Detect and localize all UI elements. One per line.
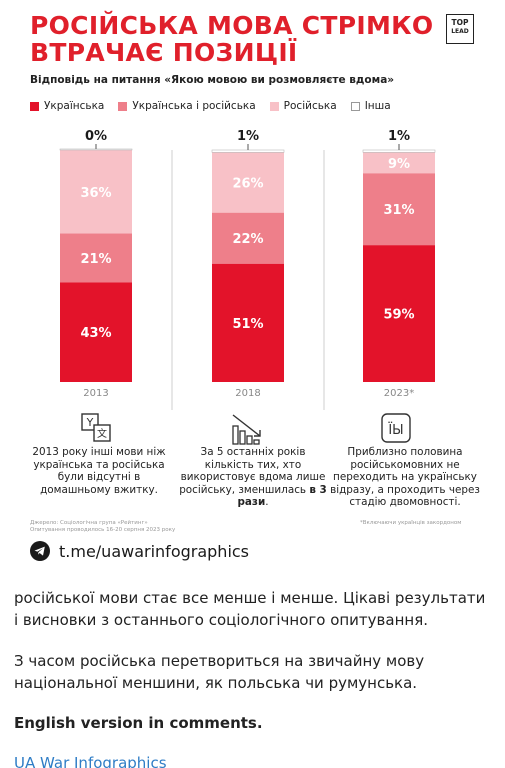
telegram-icon <box>30 541 50 561</box>
chart-legend: Українська Українська і російська Російс… <box>30 100 391 112</box>
bar-russian-2 <box>363 152 435 174</box>
bar-label-other-0: 0% <box>85 129 107 144</box>
note-bilingual-text: Приблизно половина російськомовних не пе… <box>330 446 480 508</box>
footnote: *Включаючи українців закордоном <box>360 520 462 526</box>
legend-label-other: Інша <box>364 100 391 112</box>
bar-ukrainian-2 <box>363 245 435 382</box>
bar-label-russian-0: 36% <box>80 186 111 201</box>
bar-label-russian-2: 9% <box>388 157 410 172</box>
bar-label-mixed-2: 31% <box>383 203 414 218</box>
bar-label-ukrainian-0: 43% <box>80 326 111 341</box>
bar-mixed-2 <box>363 173 435 246</box>
note-decline-text: За 5 останніх років кількість тих, хто в… <box>179 446 326 496</box>
bar-label-other-1: 1% <box>237 129 259 144</box>
source-note: Джерело: Соціологічна група «Рейтинг» Оп… <box>30 520 175 534</box>
bar-ukrainian-0 <box>60 282 132 382</box>
bar-label-ukrainian-2: 59% <box>383 308 414 323</box>
language-translate-icon: Y 文 <box>81 413 111 442</box>
chart-subtitle: Відповідь на питання «Якою мовою ви розм… <box>30 74 395 86</box>
legend-item-ukrainian: Українська <box>30 100 104 112</box>
svg-text:Y: Y <box>86 416 94 429</box>
infographic-card: РОСІЙСЬКА МОВА СТРІМКО ВТРАЧАЄ ПОЗИЦІЇ T… <box>26 11 480 561</box>
x-tick-label-2: 2023* <box>384 388 414 399</box>
logo-line-2: LEAD <box>451 28 469 35</box>
bar-other-2 <box>362 149 436 153</box>
bar-mixed-0 <box>60 233 132 283</box>
note-russian-decline: За 5 останніх років кількість тих, хто в… <box>178 446 328 509</box>
bar-russian-1 <box>212 152 284 213</box>
legend-label-russian: Російська <box>283 100 337 112</box>
legend-label-mixed: Українська і російська <box>132 100 256 112</box>
x-tick-label-0: 2013 <box>83 388 108 399</box>
note-decline-bold: в 3 рази <box>237 483 327 509</box>
declining-chart-icon <box>232 414 261 445</box>
note-decline-end: . <box>265 496 269 508</box>
stacked-bar-chart: 43% 21% 36% 0% 2013 51% 22% 26% 1% 2018 59% 31% 9% 1%… <box>59 129 436 410</box>
bar-label-ukrainian-1: 51% <box>232 317 263 332</box>
legend-item-mixed: Українська і російська <box>118 100 256 112</box>
note-bilingual-stage: Приблизно половина російськомовних не пе… <box>330 446 480 509</box>
bar-label-other-2: 1% <box>388 129 410 144</box>
source-line-2: Опитування проводилось 16-20 серпня 2023… <box>30 527 176 533</box>
note-2013: 2013 року інші мови ніж українська та ро… <box>26 446 172 496</box>
post-paragraph-1: російської мови стає все менше і менше. … <box>14 589 486 629</box>
bar-mixed-1 <box>212 212 284 264</box>
legend-swatch-mixed <box>118 101 128 111</box>
legend-label-ukrainian: Українська <box>44 100 105 112</box>
bar-other-0 <box>59 148 133 151</box>
cyrillic-letters-icon: ЇЫ <box>381 413 411 443</box>
telegram-link[interactable]: t.me/uawarinfographics <box>59 541 250 561</box>
post-paragraph-2: З часом російська перетвориться на звича… <box>14 652 425 692</box>
toplead-logo: TOP LEAD <box>446 14 474 44</box>
legend-swatch-other <box>350 101 360 111</box>
svg-text:文: 文 <box>97 427 107 440</box>
bar-label-russian-1: 26% <box>232 176 263 191</box>
post-paragraph-3: English version in comments. <box>14 714 263 732</box>
legend-swatch-russian <box>269 101 279 111</box>
bar-label-mixed-1: 22% <box>232 232 263 247</box>
svg-text:ЇЫ: ЇЫ <box>388 422 403 438</box>
bar-ukrainian-1 <box>212 263 284 382</box>
legend-item-russian: Російська <box>269 100 337 112</box>
x-tick-label-1: 2018 <box>235 388 260 399</box>
logo-line-1: TOP <box>451 18 469 27</box>
legend-item-other: Інша <box>350 100 391 112</box>
ua-war-infographics-link[interactable]: UA War Infographics <box>14 754 167 768</box>
bar-label-mixed-0: 21% <box>80 252 111 267</box>
note-2013-text: 2013 року інші мови ніж українська та ро… <box>32 446 166 496</box>
infographic-title: РОСІЙСЬКА МОВА СТРІМКО ВТРАЧАЄ ПОЗИЦІЇ <box>30 11 434 67</box>
legend-swatch-ukrainian <box>30 101 39 111</box>
telegram-link-row[interactable]: t.me/uawarinfographics <box>30 541 249 561</box>
bar-other-1 <box>211 149 285 153</box>
source-line-1: Джерело: Соціологічна група «Рейтинг» <box>30 520 148 526</box>
bar-russian-0 <box>60 150 132 234</box>
